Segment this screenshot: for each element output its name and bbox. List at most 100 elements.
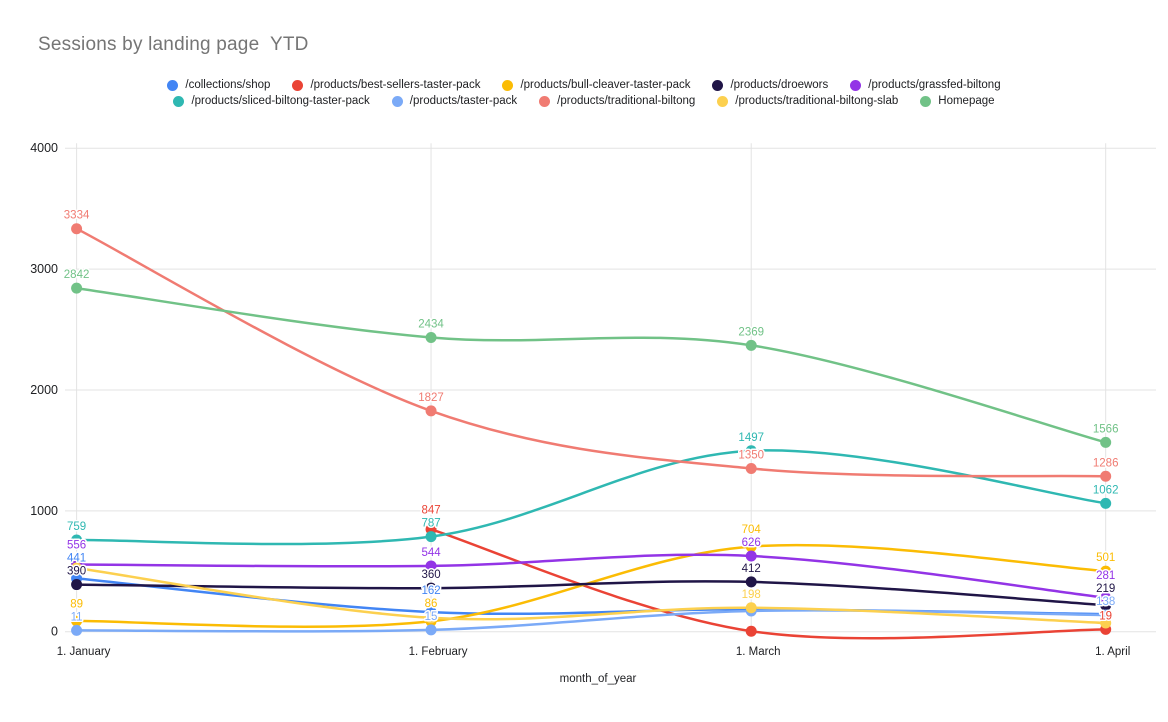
series-line [75,227,1107,478]
data-label: 1566 [1093,423,1119,435]
data-point[interactable] [745,541,757,553]
x-axis-title: month_of_year [560,673,637,685]
data-label: 556 [67,540,86,552]
data-label: 281 [1096,570,1115,582]
data-label: 2434 [418,318,444,330]
data-label: 219 [1096,583,1115,595]
data-point[interactable] [1100,565,1112,577]
legend-label: /products/traditional-biltong [557,95,696,107]
legend-item[interactable]: Homepage [920,95,995,107]
data-point[interactable] [745,463,757,475]
data-label: 11 [71,611,83,623]
data-label: 86 [425,598,438,610]
legend-item[interactable]: /products/traditional-biltong-slab [717,95,898,107]
data-label: 2842 [64,269,90,281]
data-point[interactable] [745,550,757,562]
legend-item[interactable]: /products/best-sellers-taster-pack [292,79,480,91]
data-point[interactable] [71,615,83,627]
data-label: 1286 [1093,457,1119,469]
x-axis-tick-label: 1. January [57,646,111,658]
data-point[interactable] [745,602,757,614]
legend-label: /products/bull-cleaver-taster-pack [520,79,691,91]
data-point[interactable] [425,624,437,636]
data-label: 390 [67,566,86,578]
data-point[interactable] [1100,617,1112,629]
data-point[interactable] [1100,592,1112,604]
data-label: 412 [742,563,761,575]
y-axis-tick-label: 1000 [30,504,58,518]
data-label: 847 [421,505,440,517]
data-point[interactable] [425,612,437,624]
series-line [75,566,1107,625]
legend-row-1: /collections/shop/products/best-sellers-… [167,79,1001,91]
legend-item[interactable]: /products/traditional-biltong [539,95,695,107]
data-label: 704 [742,524,762,536]
data-label: 162 [421,585,440,597]
data-label: 1827 [418,392,444,404]
legend-item[interactable]: /collections/shop [167,79,270,91]
legend-swatch-icon [712,79,724,91]
legend-label: /products/droewors [730,79,829,91]
x-axis-tick-label: 1. March [736,646,781,658]
legend-row-2: /products/sliced-biltong-taster-pack/pro… [173,95,995,107]
y-axis-tick-label: 4000 [30,141,58,155]
data-point[interactable] [1100,609,1112,621]
legend-label: /products/grassfed-biltong [868,79,1001,91]
data-label: 787 [421,518,440,530]
data-point[interactable] [425,531,437,543]
data-point[interactable] [71,282,83,294]
legend-label: /products/best-sellers-taster-pack [310,79,481,91]
y-axis-tick-label: 2000 [30,383,58,397]
legend-swatch-icon [292,79,304,91]
legend-swatch-icon [717,95,729,107]
y-axis-tick-label: 3000 [30,262,58,276]
data-label: 19 [1099,610,1112,622]
series-line [75,543,1107,628]
data-point[interactable] [1100,436,1112,448]
data-label: 138 [1096,596,1115,608]
data-point[interactable] [745,445,757,457]
legend-label: /products/sliced-biltong-taster-pack [191,95,370,107]
legend-item[interactable]: /products/sliced-biltong-taster-pack [173,95,370,107]
legend-swatch-icon [850,79,862,91]
legend-swatch-icon [173,95,185,107]
data-point[interactable] [425,560,437,572]
legend-item[interactable]: /products/taster-pack [391,95,517,107]
data-label: 544 [421,547,441,559]
data-point[interactable] [1100,497,1112,509]
data-point[interactable] [425,331,437,343]
data-point[interactable] [71,223,83,235]
series-line [75,286,1107,444]
data-point[interactable] [745,576,757,588]
data-label: 198 [742,589,761,601]
data-point[interactable] [745,339,757,351]
x-axis-tick-label: 1. April [1095,646,1130,658]
data-label: 441 [67,553,86,565]
series-line [75,609,1107,633]
legend-label: Homepage [938,95,995,107]
data-label: 2369 [738,326,764,338]
legend-label: /products/traditional-biltong-slab [735,95,899,107]
data-label: 89 [70,598,83,610]
legend-swatch-icon [391,95,403,107]
data-point[interactable] [1100,470,1112,482]
data-point[interactable] [425,582,437,594]
legend-item[interactable]: /products/droewors [712,79,828,91]
data-label: 15 [425,611,438,623]
data-point[interactable] [425,405,437,417]
data-label: 501 [1096,552,1115,564]
data-point[interactable] [71,624,83,636]
data-point[interactable] [71,562,83,574]
data-label: 360 [421,569,440,581]
legend-swatch-icon [167,79,179,91]
data-point[interactable] [745,625,757,637]
legend-item[interactable]: /products/bull-cleaver-taster-pack [502,79,690,91]
legend-swatch-icon [539,95,551,107]
chart-legend: /collections/shop/products/best-sellers-… [0,79,1168,107]
data-label: 759 [67,521,86,533]
legend-item[interactable]: /products/grassfed-biltong [850,79,1001,91]
data-point[interactable] [71,534,83,546]
data-point[interactable] [71,579,83,591]
